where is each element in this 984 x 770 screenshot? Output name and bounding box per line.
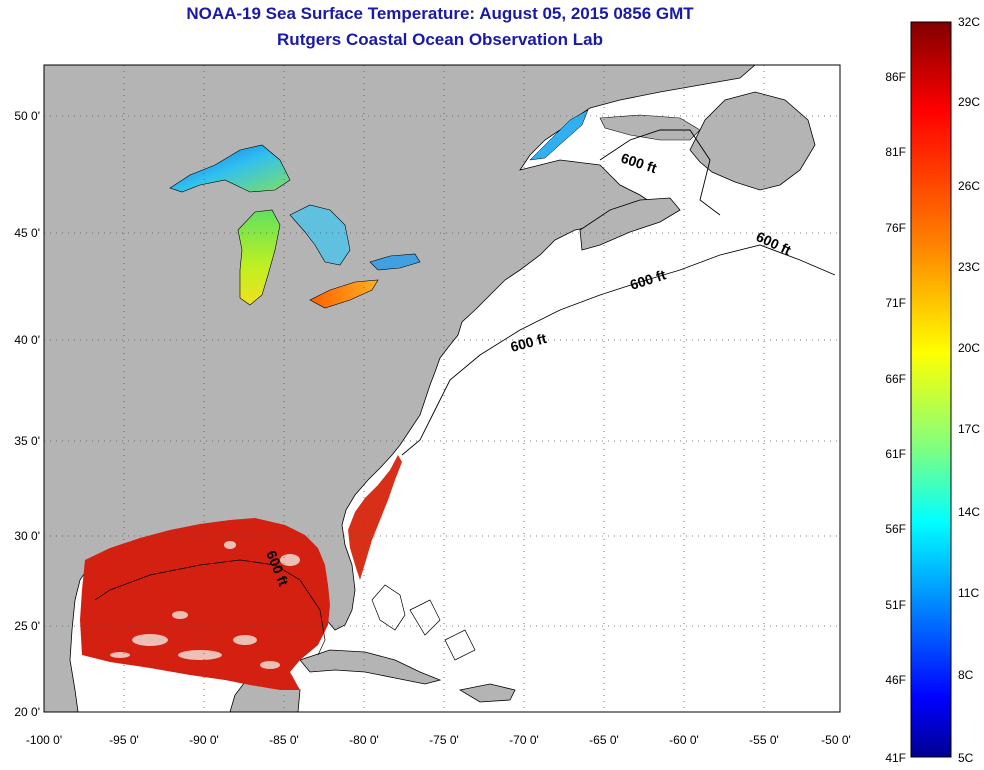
isobath-600ft: [401, 129, 836, 456]
colorbar-celsius-label: 23C: [958, 260, 980, 274]
lon-tick-label: -100 0': [26, 733, 62, 747]
colorbar-celsius-label: 32C: [958, 15, 980, 29]
lake-superior: [169, 144, 291, 193]
colorbar-celsius-label: 29C: [958, 95, 980, 109]
gulf-of-mexico-sst: [80, 518, 330, 690]
colorbar-celsius-label: 5C: [958, 751, 974, 765]
colorbar: [910, 21, 952, 758]
land-newfoundland: [689, 91, 816, 191]
lat-tick-label: 30 0': [14, 529, 40, 543]
lon-tick-label: -65 0': [589, 733, 619, 747]
lat-tick-label: 40 0': [14, 333, 40, 347]
colorbar-celsius-labels: 32C 29C 26C 23C 20C 17C 14C 11C 8C 5C: [958, 15, 980, 765]
land-quebec-north-shore: [599, 114, 701, 141]
colorbar-fahrenheit-label: 71F: [885, 296, 906, 310]
lon-tick-label: -70 0': [509, 733, 539, 747]
isobath-gulf: [94, 559, 326, 656]
colorbar-fahrenheit-labels: 86F 81F 76F 71F 66F 61F 56F 51F 46F 41F: [885, 70, 906, 765]
map-grid: [44, 65, 840, 712]
lon-tick-label: -60 0': [669, 733, 699, 747]
colorbar-celsius-label: 14C: [958, 505, 980, 519]
map-subtitle: Rutgers Coastal Ocean Observation Lab: [277, 30, 603, 49]
colorbar-celsius-label: 20C: [958, 341, 980, 355]
lat-tick-label: 50 0': [14, 109, 40, 123]
lon-tick-label: -85 0': [269, 733, 299, 747]
land-cuba: [299, 649, 442, 685]
lat-tick-label: 35 0': [14, 434, 40, 448]
map-title: NOAA-19 Sea Surface Temperature: August …: [186, 4, 694, 23]
lat-tick-label: 45 0': [14, 226, 40, 240]
colorbar-celsius-label: 26C: [958, 179, 980, 193]
colorbar-fahrenheit-label: 61F: [885, 447, 906, 461]
lon-tick-label: -50 0': [821, 733, 851, 747]
colorbar-fahrenheit-label: 76F: [885, 221, 906, 235]
map-frame: [43, 64, 841, 713]
lake-erie: [309, 279, 379, 309]
colorbar-fahrenheit-label: 41F: [885, 751, 906, 765]
southeast-coast-sst: [348, 455, 402, 580]
gulf-cloud-cover: [110, 541, 300, 669]
colorbar-fahrenheit-label: 46F: [885, 673, 906, 687]
latitude-axis: 50 0' 45 0' 40 0' 35 0' 30 0' 25 0' 20 0…: [14, 109, 40, 719]
lat-tick-label: 25 0': [14, 619, 40, 633]
lon-tick-label: -55 0': [749, 733, 779, 747]
lake-huron: [289, 204, 351, 266]
lon-tick-label: -80 0': [349, 733, 379, 747]
lon-tick-label: -90 0': [189, 733, 219, 747]
colorbar-fahrenheit-label: 81F: [885, 145, 906, 159]
colorbar-fahrenheit-label: 66F: [885, 372, 906, 386]
lake-ontario: [369, 253, 421, 271]
lon-tick-label: -75 0': [429, 733, 459, 747]
lon-tick-label: -95 0': [109, 733, 139, 747]
bahamas-outline: [371, 584, 476, 661]
land-hispaniola: [458, 683, 516, 703]
lat-tick-label: 20 0': [14, 705, 40, 719]
colorbar-fahrenheit-label: 51F: [885, 598, 906, 612]
lake-michigan: [237, 209, 281, 306]
longitude-axis: -100 0' -95 0' -90 0' -85 0' -80 0' -75 …: [26, 733, 851, 747]
colorbar-celsius-label: 17C: [958, 422, 980, 436]
land-nova-scotia: [579, 197, 681, 251]
colorbar-celsius-label: 11C: [958, 586, 979, 600]
st-lawrence-sst: [529, 109, 589, 161]
colorbar-celsius-label: 8C: [958, 668, 974, 682]
colorbar-fahrenheit-label: 56F: [885, 522, 906, 536]
colorbar-fahrenheit-label: 86F: [885, 70, 906, 84]
